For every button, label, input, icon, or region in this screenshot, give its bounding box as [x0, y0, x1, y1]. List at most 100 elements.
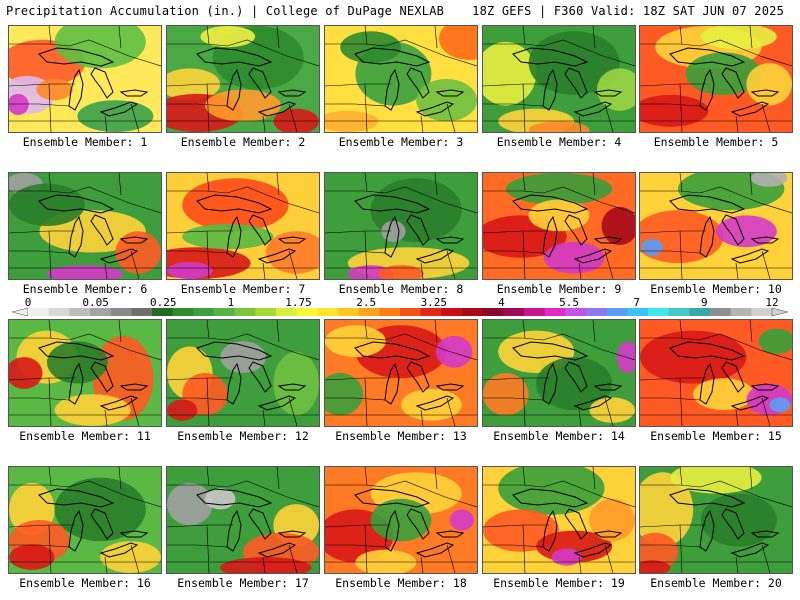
precip-region — [325, 373, 363, 416]
state-border — [483, 250, 544, 254]
ensemble-map-panel — [166, 172, 320, 280]
scale-color-step — [648, 308, 670, 316]
lake-outline — [38, 488, 115, 508]
lake-outline — [573, 101, 613, 117]
lake-outline — [354, 47, 431, 67]
lake-outline — [90, 361, 114, 393]
state-border — [592, 173, 596, 196]
lake-outline — [593, 383, 623, 391]
lake-outline — [542, 509, 558, 552]
scale-color-step — [503, 308, 525, 316]
state-border — [48, 173, 52, 192]
state-border — [364, 230, 368, 279]
state-border — [735, 115, 739, 132]
state-border — [679, 377, 683, 426]
state-border — [592, 26, 596, 49]
precip-region — [36, 79, 73, 101]
lake-outline — [384, 215, 400, 258]
lake-outline — [573, 395, 613, 411]
ensemble-member-label: Ensemble Member: 19 — [493, 576, 625, 590]
lake-outline — [669, 194, 746, 214]
state-border — [483, 39, 635, 67]
lake-outline — [721, 214, 745, 246]
header-title: Precipitation Accumulation (in.) | Colle… — [6, 4, 445, 18]
lake-outline — [68, 215, 84, 258]
state-border — [420, 262, 424, 279]
scale-color-step — [28, 308, 50, 316]
state-border — [522, 320, 526, 339]
ensemble-map-panel — [8, 25, 162, 133]
precip-region — [641, 238, 663, 256]
lake-outline — [730, 248, 770, 264]
precip-region — [182, 223, 274, 250]
state-border — [9, 544, 70, 548]
state-border — [592, 467, 596, 490]
state-border — [522, 173, 526, 192]
state-border — [749, 467, 753, 490]
scale-color-step — [214, 308, 236, 316]
lake-outline — [277, 383, 307, 391]
precip-map — [167, 173, 319, 279]
ensemble-map-panel — [639, 25, 793, 133]
lake-outline — [750, 89, 780, 97]
state-border — [640, 397, 701, 401]
ensemble-member-label: Ensemble Member: 10 — [650, 282, 782, 296]
precip-map — [325, 467, 477, 573]
state-border — [364, 467, 368, 486]
scale-color-step — [751, 308, 773, 316]
scale-color-step — [441, 308, 463, 316]
state-border — [104, 115, 108, 132]
precip-map — [9, 26, 161, 132]
scale-color-step — [565, 308, 587, 316]
lake-outline — [721, 508, 745, 540]
precip-region — [700, 26, 777, 50]
state-border — [48, 467, 52, 486]
scale-color-step — [586, 308, 608, 316]
precip-region — [483, 41, 537, 106]
state-border — [130, 250, 140, 279]
ensemble-member-label: Ensemble Member: 1 — [22, 135, 148, 149]
ensemble-map-panel — [8, 172, 162, 280]
state-border — [420, 115, 424, 132]
lake-outline — [512, 488, 589, 508]
lake-outline — [354, 194, 431, 214]
state-border — [262, 262, 266, 279]
state-border — [679, 83, 683, 132]
precip-map — [483, 467, 635, 573]
ensemble-member-label: Ensemble Member: 7 — [180, 282, 306, 296]
precip-region — [370, 498, 432, 542]
state-border — [578, 556, 582, 573]
state-border — [640, 39, 792, 67]
ensemble-map-panel — [639, 172, 793, 280]
scale-max-arrow — [771, 307, 789, 317]
lake-outline — [226, 215, 242, 258]
state-border — [420, 556, 424, 573]
ensemble-map-panel — [482, 172, 636, 280]
state-border — [735, 409, 739, 426]
scale-tick-label: 3.25 — [421, 298, 448, 309]
lake-outline — [721, 361, 745, 393]
state-border — [206, 467, 210, 486]
lake-outline — [750, 530, 780, 538]
scale-color-step — [48, 308, 70, 316]
ensemble-member-label: Ensemble Member: 13 — [335, 429, 467, 443]
state-border — [262, 115, 266, 132]
precip-region — [528, 121, 590, 132]
lake-outline — [699, 362, 715, 405]
scale-tick-label: 5.5 — [559, 298, 579, 309]
scale-color-step — [462, 308, 484, 316]
state-border — [167, 480, 319, 508]
ensemble-member-label: Ensemble Member: 6 — [22, 282, 148, 296]
ensemble-map-panel — [8, 466, 162, 574]
state-border — [483, 103, 544, 107]
precip-region — [640, 94, 709, 127]
state-border — [48, 524, 52, 573]
precip-region — [435, 335, 473, 368]
state-border — [9, 397, 70, 401]
scale-color-step — [152, 308, 174, 316]
lake-outline — [593, 236, 623, 244]
lake-outline — [564, 361, 588, 393]
state-border — [761, 103, 771, 132]
precip-region — [543, 241, 605, 274]
ensemble-member-label: Ensemble Member: 14 — [493, 429, 625, 443]
